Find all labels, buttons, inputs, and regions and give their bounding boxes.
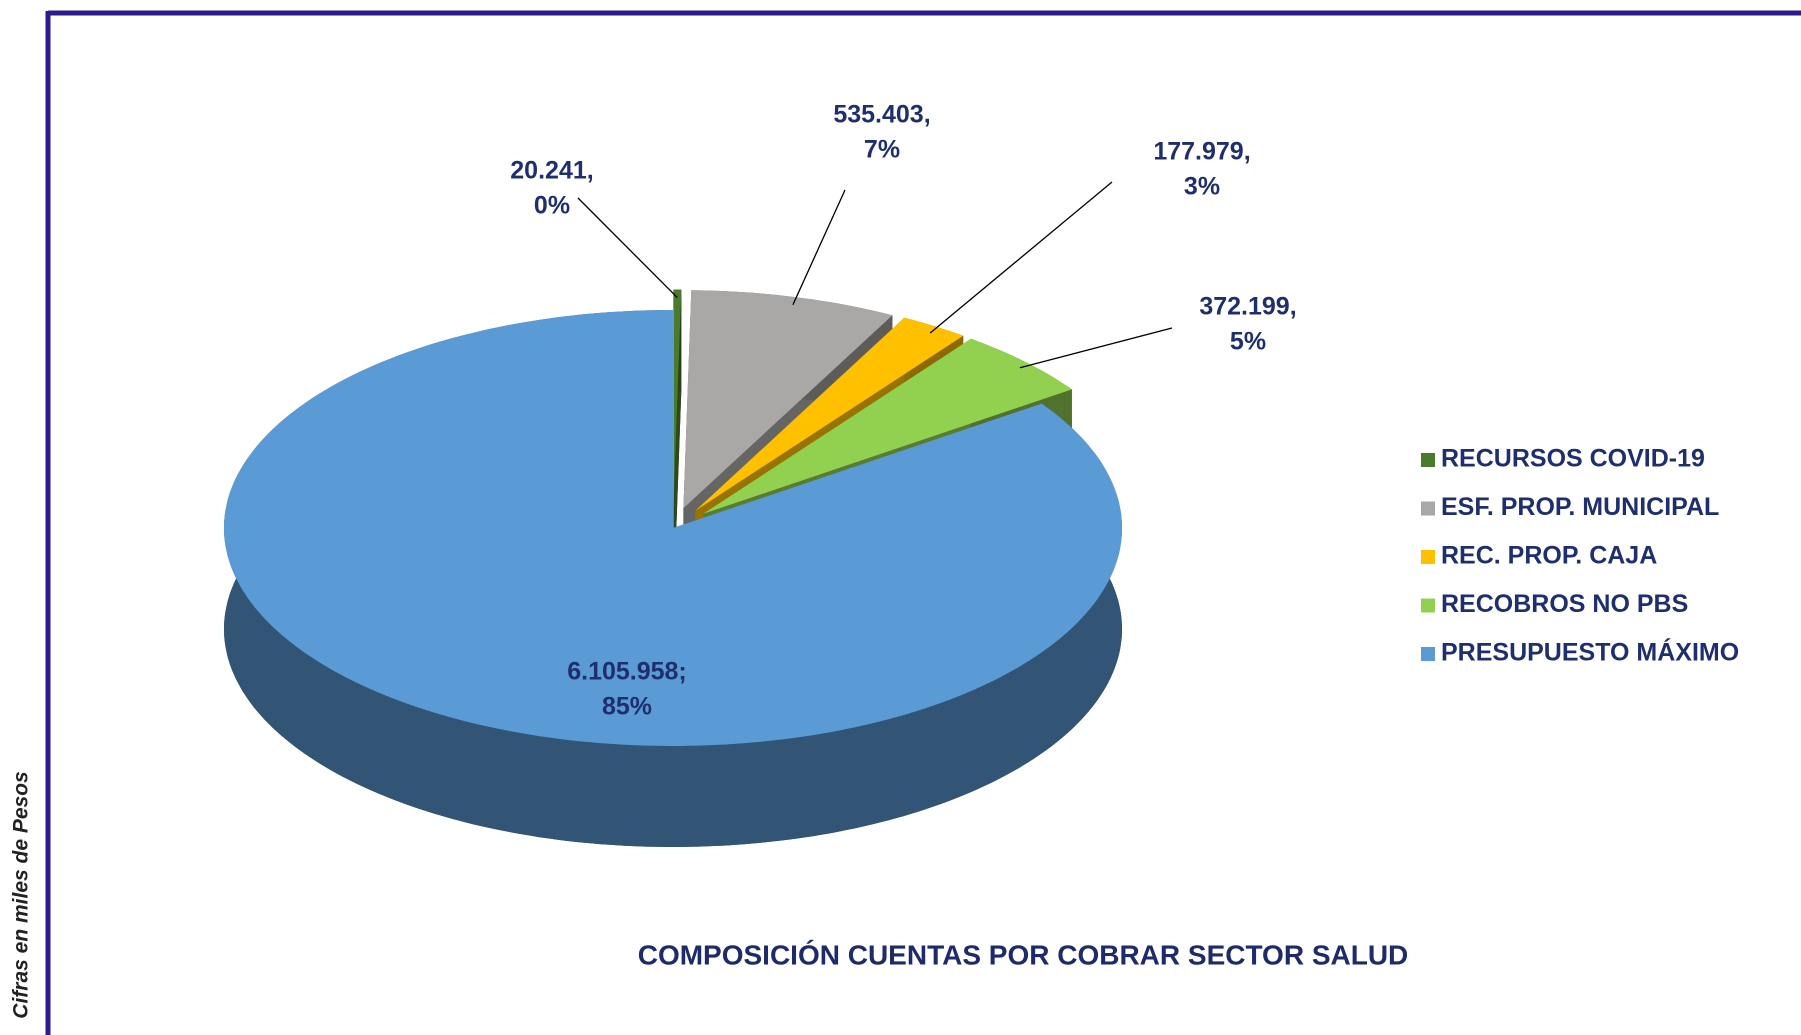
data-label-percent: 85% <box>602 693 652 721</box>
leader-line <box>929 181 1113 334</box>
legend-label: PRESUPUESTO MÁXIMO <box>1441 638 1739 667</box>
data-label: 6.105.958; <box>567 658 687 686</box>
leader-line <box>1019 327 1173 369</box>
leader-line <box>792 189 846 306</box>
data-label-percent: 3% <box>1184 173 1220 201</box>
data-label: 177.979, <box>1153 138 1250 166</box>
legend-swatch <box>1421 453 1435 467</box>
legend-label: REC. PROP. CAJA <box>1441 542 1657 570</box>
legend-label: ESF. PROP. MUNICIPAL <box>1441 493 1719 521</box>
data-label-percent: 7% <box>864 136 900 164</box>
data-label: 535.403, <box>833 101 930 129</box>
data-label-percent: 5% <box>1230 328 1266 356</box>
slice-top <box>673 289 682 508</box>
data-label: 20.241, <box>510 157 593 185</box>
legend-swatch <box>1421 598 1435 613</box>
slice-top <box>683 290 893 509</box>
slice-top <box>224 310 1122 746</box>
chart-title: COMPOSICIÓN CUENTAS POR COBRAR SECTOR SA… <box>638 939 1409 970</box>
slice-top <box>703 338 1072 514</box>
legend-label: RECOBROS NO PBS <box>1441 590 1688 618</box>
legend-swatch <box>1421 501 1435 516</box>
slice <box>224 310 1122 847</box>
pie <box>224 289 1122 847</box>
data-label: 372.199, <box>1199 293 1296 321</box>
legend-label: RECURSOS COVID-19 <box>1441 445 1705 473</box>
legend-swatch <box>1421 647 1435 661</box>
slice-top <box>695 317 964 511</box>
unit-note: Cifras en miles de Pesos <box>10 771 33 1018</box>
leader-line <box>577 197 678 299</box>
data-label-percent: 0% <box>534 192 570 220</box>
legend-swatch <box>1421 550 1435 564</box>
